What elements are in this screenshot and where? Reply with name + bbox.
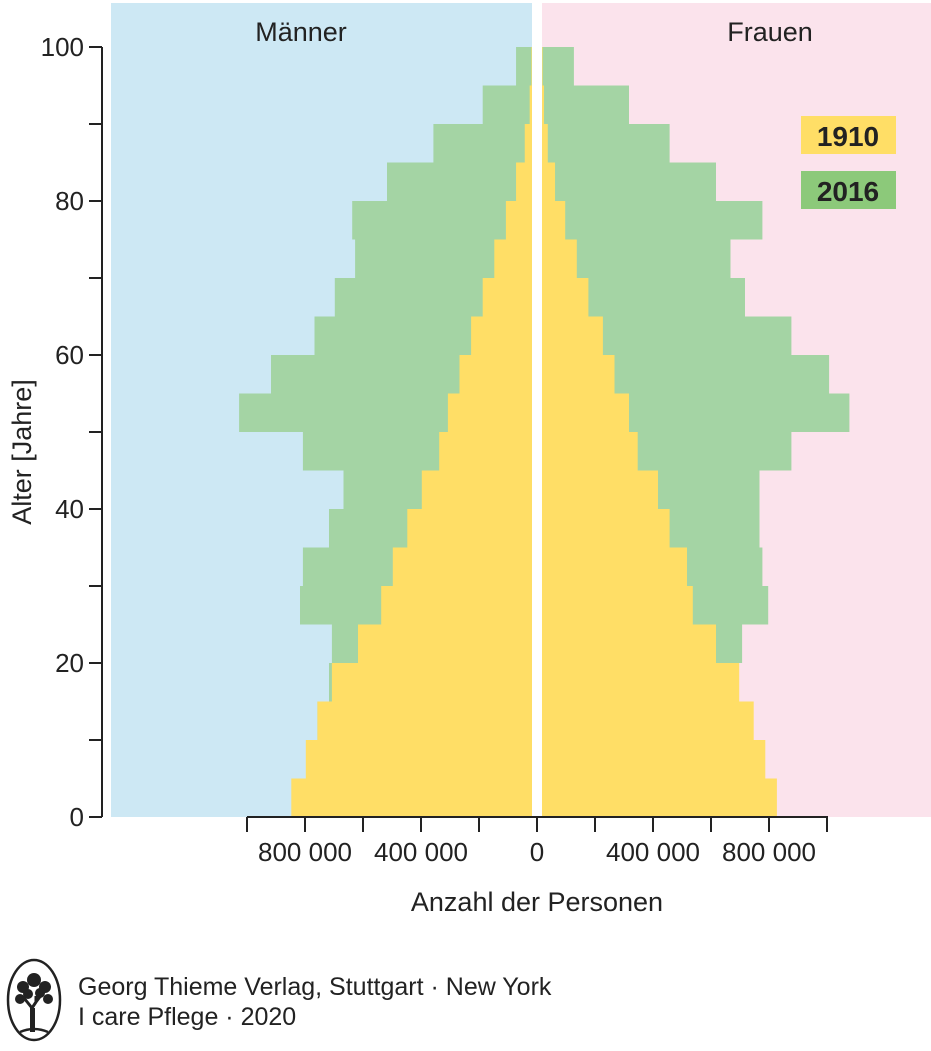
tree-logo-icon <box>6 958 62 1042</box>
bar-1910-maenner-80 <box>516 162 532 201</box>
bar-1910-maenner-65 <box>482 278 532 317</box>
x-tick-label-right-800000: 800 000 <box>722 837 816 867</box>
bar-1910-maenner-50 <box>447 393 532 432</box>
x-tick-label-left-800000: 800 000 <box>258 837 352 867</box>
x-tick-label-left-0: 0 <box>530 837 544 867</box>
series-1910-bars <box>291 47 777 817</box>
bar-1910-frauen-40 <box>542 470 658 509</box>
bar-1910-frauen-0 <box>542 778 777 817</box>
bar-1910-maenner-20 <box>358 624 532 663</box>
bar-2016-frauen-85 <box>542 124 670 163</box>
bar-1910-frauen-20 <box>542 624 716 663</box>
bar-1910-maenner-90 <box>529 85 532 124</box>
bar-1910-frauen-75 <box>542 201 566 240</box>
bar-1910-frauen-60 <box>542 316 603 355</box>
footer-series: I care Pflege · 2020 <box>78 1003 297 1031</box>
bar-1910-maenner-55 <box>459 355 532 394</box>
legend-label-1910: 1910 <box>817 121 879 152</box>
bar-2016-frauen-75 <box>542 201 763 240</box>
bar-1910-maenner-5 <box>305 740 532 779</box>
bar-1910-frauen-85 <box>542 124 548 163</box>
bar-1910-frauen-10 <box>542 701 754 740</box>
bar-2016-maenner-90 <box>482 85 532 124</box>
y-tick-label-0: 0 <box>70 802 84 832</box>
bar-1910-frauen-65 <box>542 278 589 317</box>
bar-1910-maenner-85 <box>524 124 532 163</box>
legend-swatch-1910 <box>801 116 896 154</box>
bar-1910-frauen-5 <box>542 740 766 779</box>
bar-2016-frauen-95 <box>542 47 574 86</box>
bar-1910-maenner-45 <box>439 432 532 471</box>
bar-1910-maenner-70 <box>494 239 532 278</box>
y-axis-label: Alter [Jahre] <box>7 379 37 525</box>
bar-2016-maenner-85 <box>433 124 532 163</box>
y-tick-label-60: 60 <box>55 340 84 370</box>
bar-1910-maenner-0 <box>291 778 532 817</box>
x-axis-label: Anzahl der Personen <box>411 887 663 917</box>
bar-2016-maenner-75 <box>352 201 532 240</box>
y-tick-label-100: 100 <box>41 32 84 62</box>
y-tick-label-20: 20 <box>55 648 84 678</box>
footer-publisher: Georg Thieme Verlag, Stuttgart · New Yor… <box>78 973 552 1001</box>
bar-1910-maenner-30 <box>392 547 532 586</box>
bar-1910-maenner-10 <box>317 701 532 740</box>
legend-label-2016: 2016 <box>817 176 879 207</box>
population-pyramid-chart: Männer Frauen 1910 2016 0 20 40 60 80 100 Alt… <box>7 3 931 917</box>
bar-2016-maenner-80 <box>387 162 532 201</box>
bar-1910-frauen-55 <box>542 355 615 394</box>
bar-2016-maenner-95 <box>516 47 532 86</box>
y-tick-label-80: 80 <box>55 186 84 216</box>
y-axis-ticks: 0 20 40 60 80 100 <box>41 32 102 832</box>
bar-1910-maenner-40 <box>421 470 532 509</box>
bar-1910-frauen-25 <box>542 586 693 625</box>
bar-1910-frauen-95 <box>542 47 543 86</box>
bar-1910-frauen-45 <box>542 432 638 471</box>
bar-1910-frauen-30 <box>542 547 687 586</box>
legend-swatch-2016 <box>801 171 896 209</box>
bar-1910-frauen-50 <box>542 393 629 432</box>
y-tick-label-40: 40 <box>55 494 84 524</box>
panel-title-maenner: Männer <box>255 17 347 47</box>
bar-1910-frauen-80 <box>542 162 556 201</box>
bar-1910-maenner-25 <box>381 586 532 625</box>
bar-1910-frauen-35 <box>542 509 670 548</box>
bar-1910-maenner-15 <box>331 663 532 702</box>
bar-1910-maenner-95 <box>531 47 532 86</box>
bar-1910-maenner-35 <box>407 509 532 548</box>
legend: 1910 2016 <box>801 116 896 209</box>
bar-1910-maenner-75 <box>505 201 532 240</box>
bar-1910-frauen-90 <box>542 85 545 124</box>
footer: Georg Thieme Verlag, Stuttgart · New Yor… <box>0 950 931 1051</box>
bar-1910-frauen-15 <box>542 663 740 702</box>
bar-2016-frauen-80 <box>542 162 716 201</box>
bar-1910-maenner-60 <box>471 316 532 355</box>
x-tick-label-right-400000: 400 000 <box>606 837 700 867</box>
x-tick-label-left-400000: 400 000 <box>374 837 468 867</box>
bar-2016-frauen-90 <box>542 85 629 124</box>
panel-title-frauen: Frauen <box>727 17 813 47</box>
x-axis-ticks: 800 000 400 000 0 400 000 800 000 <box>246 817 828 867</box>
bar-1910-frauen-70 <box>542 239 577 278</box>
